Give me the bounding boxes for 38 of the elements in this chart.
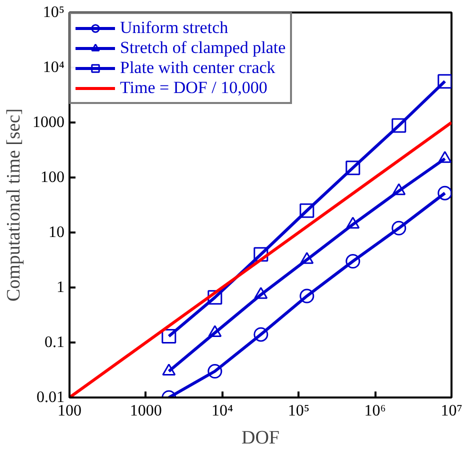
point xyxy=(300,203,314,218)
point xyxy=(346,254,360,268)
x-axis-title: DOF xyxy=(241,428,280,448)
point xyxy=(208,364,222,378)
x-tick-label: 10⁷ xyxy=(440,402,462,420)
point xyxy=(438,74,452,89)
x-tick-label: 10⁶ xyxy=(364,402,386,420)
x-tick-label: 10⁵ xyxy=(288,402,310,420)
point xyxy=(208,325,222,338)
y-tick-label: 10⁵ xyxy=(42,4,64,21)
legend-label: Time = DOF / 10,000 xyxy=(120,78,268,98)
y-tick-label: 100 xyxy=(40,169,64,186)
y-tick-label: 10 xyxy=(48,224,64,241)
point xyxy=(346,216,360,229)
point xyxy=(392,220,406,236)
point xyxy=(392,183,406,196)
y-tick-label: 0.01 xyxy=(36,389,64,406)
x-tick-label: 10⁴ xyxy=(212,402,234,420)
legend-label: Uniform stretch xyxy=(120,18,228,38)
point xyxy=(208,290,222,305)
x-tick-label: 1000 xyxy=(130,402,162,420)
point xyxy=(254,287,268,299)
y-axis-title: Computational time [sec] xyxy=(4,108,24,302)
point xyxy=(392,118,406,133)
point xyxy=(162,364,176,376)
point xyxy=(346,160,360,176)
y-tick-label: 1000 xyxy=(32,114,64,131)
point xyxy=(300,288,314,304)
point xyxy=(254,327,268,342)
y-tick-label: 10⁴ xyxy=(42,59,65,76)
point xyxy=(254,247,268,262)
y-tick-label: 0.1 xyxy=(44,334,64,351)
y-tick-label: 1 xyxy=(56,279,64,296)
legend-label: Plate with center crack xyxy=(120,58,276,78)
point xyxy=(162,328,176,344)
legend-label: Stretch of clamped plate xyxy=(120,38,286,58)
point xyxy=(300,252,314,264)
point xyxy=(438,186,452,200)
